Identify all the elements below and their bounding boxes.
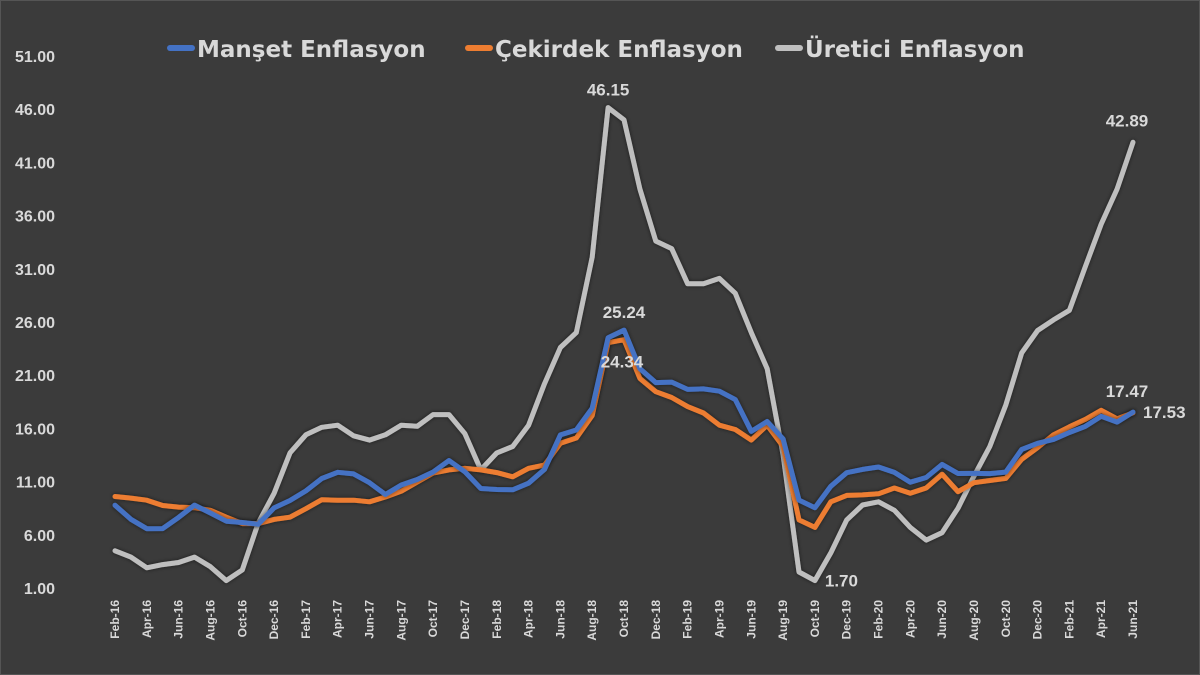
x-tick-label: Feb-18 — [490, 600, 504, 639]
x-tick-label: Feb-19 — [681, 600, 695, 639]
y-tick-label: 1.00 — [24, 581, 55, 598]
y-tick-label: 31.00 — [15, 262, 55, 279]
x-tick-label: Aug-17 — [394, 600, 408, 641]
legend-label: Çekirdek Enflasyon — [495, 37, 743, 63]
x-tick-label: Feb-16 — [108, 600, 122, 639]
y-tick-label: 26.00 — [15, 315, 55, 332]
series-lines — [112, 105, 1136, 584]
series-line — [112, 337, 1136, 530]
series-line — [112, 105, 1136, 584]
x-tick-label: Dec-17 — [458, 600, 472, 640]
y-tick-label: 16.00 — [15, 421, 55, 438]
data-labels: 46.15 25.24 24.34 1.70 42.89 17.47 17.53 — [587, 81, 1186, 591]
legend-label: Manşet Enflasyon — [197, 37, 426, 63]
x-tick-label: Dec-18 — [649, 600, 663, 640]
x-tick-label: Jun-16 — [172, 600, 186, 639]
x-tick-label: Apr-21 — [1094, 600, 1108, 638]
x-tick-label: Aug-16 — [203, 600, 217, 641]
x-tick-label: Jun-19 — [744, 600, 758, 639]
x-tick-label: Aug-18 — [585, 600, 599, 641]
data-label: 24.34 — [601, 353, 644, 372]
y-tick-label: 36.00 — [15, 209, 55, 226]
x-tick-label: Dec-20 — [1031, 600, 1045, 640]
y-tick-label: 46.00 — [15, 102, 55, 119]
x-axis: Feb-16 Apr-16 Jun-16 Aug-16 Oct-16 Dec-16 Feb-… — [108, 600, 1140, 641]
data-label: 17.47 — [1106, 382, 1149, 401]
x-tick-label: Jun-18 — [553, 600, 567, 639]
y-tick-label: 6.00 — [24, 528, 55, 545]
series-line — [112, 327, 1136, 532]
x-tick-label: Feb-21 — [1062, 600, 1076, 639]
x-tick-label: Apr-19 — [712, 600, 726, 638]
x-tick-label: Jun-20 — [935, 600, 949, 639]
x-tick-label: Oct-20 — [999, 600, 1013, 638]
legend: Manşet Enflasyon Çekirdek Enflasyon Üretic… — [167, 35, 1025, 63]
legend-label: Üretici Enflasyon — [805, 35, 1025, 63]
y-tick-label: 41.00 — [15, 155, 55, 172]
data-label: 46.15 — [587, 81, 630, 100]
x-tick-label: Apr-18 — [522, 600, 536, 638]
x-tick-label: Feb-20 — [872, 600, 886, 639]
x-tick-label: Dec-19 — [840, 600, 854, 640]
x-tick-label: Feb-17 — [299, 600, 313, 639]
y-axis: 1.00 6.00 11.00 16.00 21.00 26.00 31.00 36.00 41… — [15, 49, 55, 598]
y-tick-label: 11.00 — [16, 475, 55, 492]
x-tick-label: Aug-19 — [776, 600, 790, 641]
x-tick-label: Apr-16 — [140, 600, 154, 638]
y-tick-label: 21.00 — [15, 368, 55, 385]
x-tick-label: Apr-17 — [331, 600, 345, 638]
x-tick-label: Apr-20 — [903, 600, 917, 638]
x-tick-label: Dec-16 — [267, 600, 281, 640]
x-tick-label: Oct-18 — [617, 600, 631, 638]
data-label: 42.89 — [1106, 111, 1149, 130]
data-label: 17.53 — [1143, 403, 1186, 422]
data-label: 25.24 — [603, 303, 646, 322]
x-tick-label: Oct-17 — [426, 600, 440, 638]
x-tick-label: Aug-20 — [967, 600, 981, 641]
y-tick-label: 51.00 — [15, 49, 55, 66]
x-tick-label: Jun-21 — [1126, 600, 1140, 639]
data-label: 1.70 — [825, 572, 858, 591]
x-tick-label: Jun-17 — [363, 600, 377, 639]
x-tick-label: Oct-19 — [808, 600, 822, 638]
x-tick-label: Oct-16 — [235, 600, 249, 638]
